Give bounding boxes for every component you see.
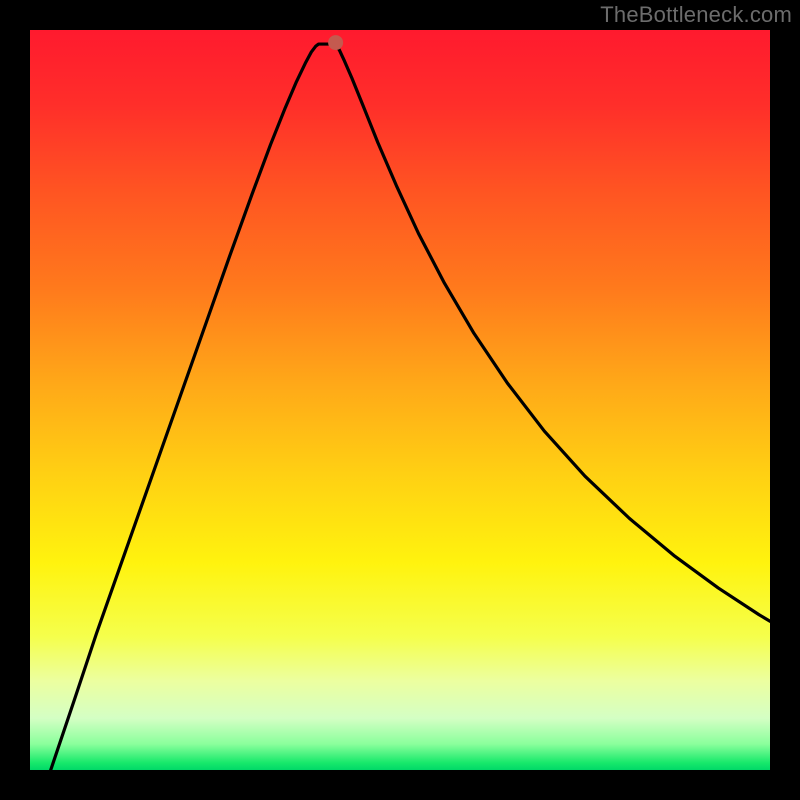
plot-area [30, 30, 770, 770]
chart-container: TheBottleneck.com [0, 0, 800, 800]
marker-dot [328, 35, 343, 50]
watermark-text: TheBottleneck.com [600, 2, 792, 28]
gradient-background [30, 30, 770, 770]
chart-svg [30, 30, 770, 770]
